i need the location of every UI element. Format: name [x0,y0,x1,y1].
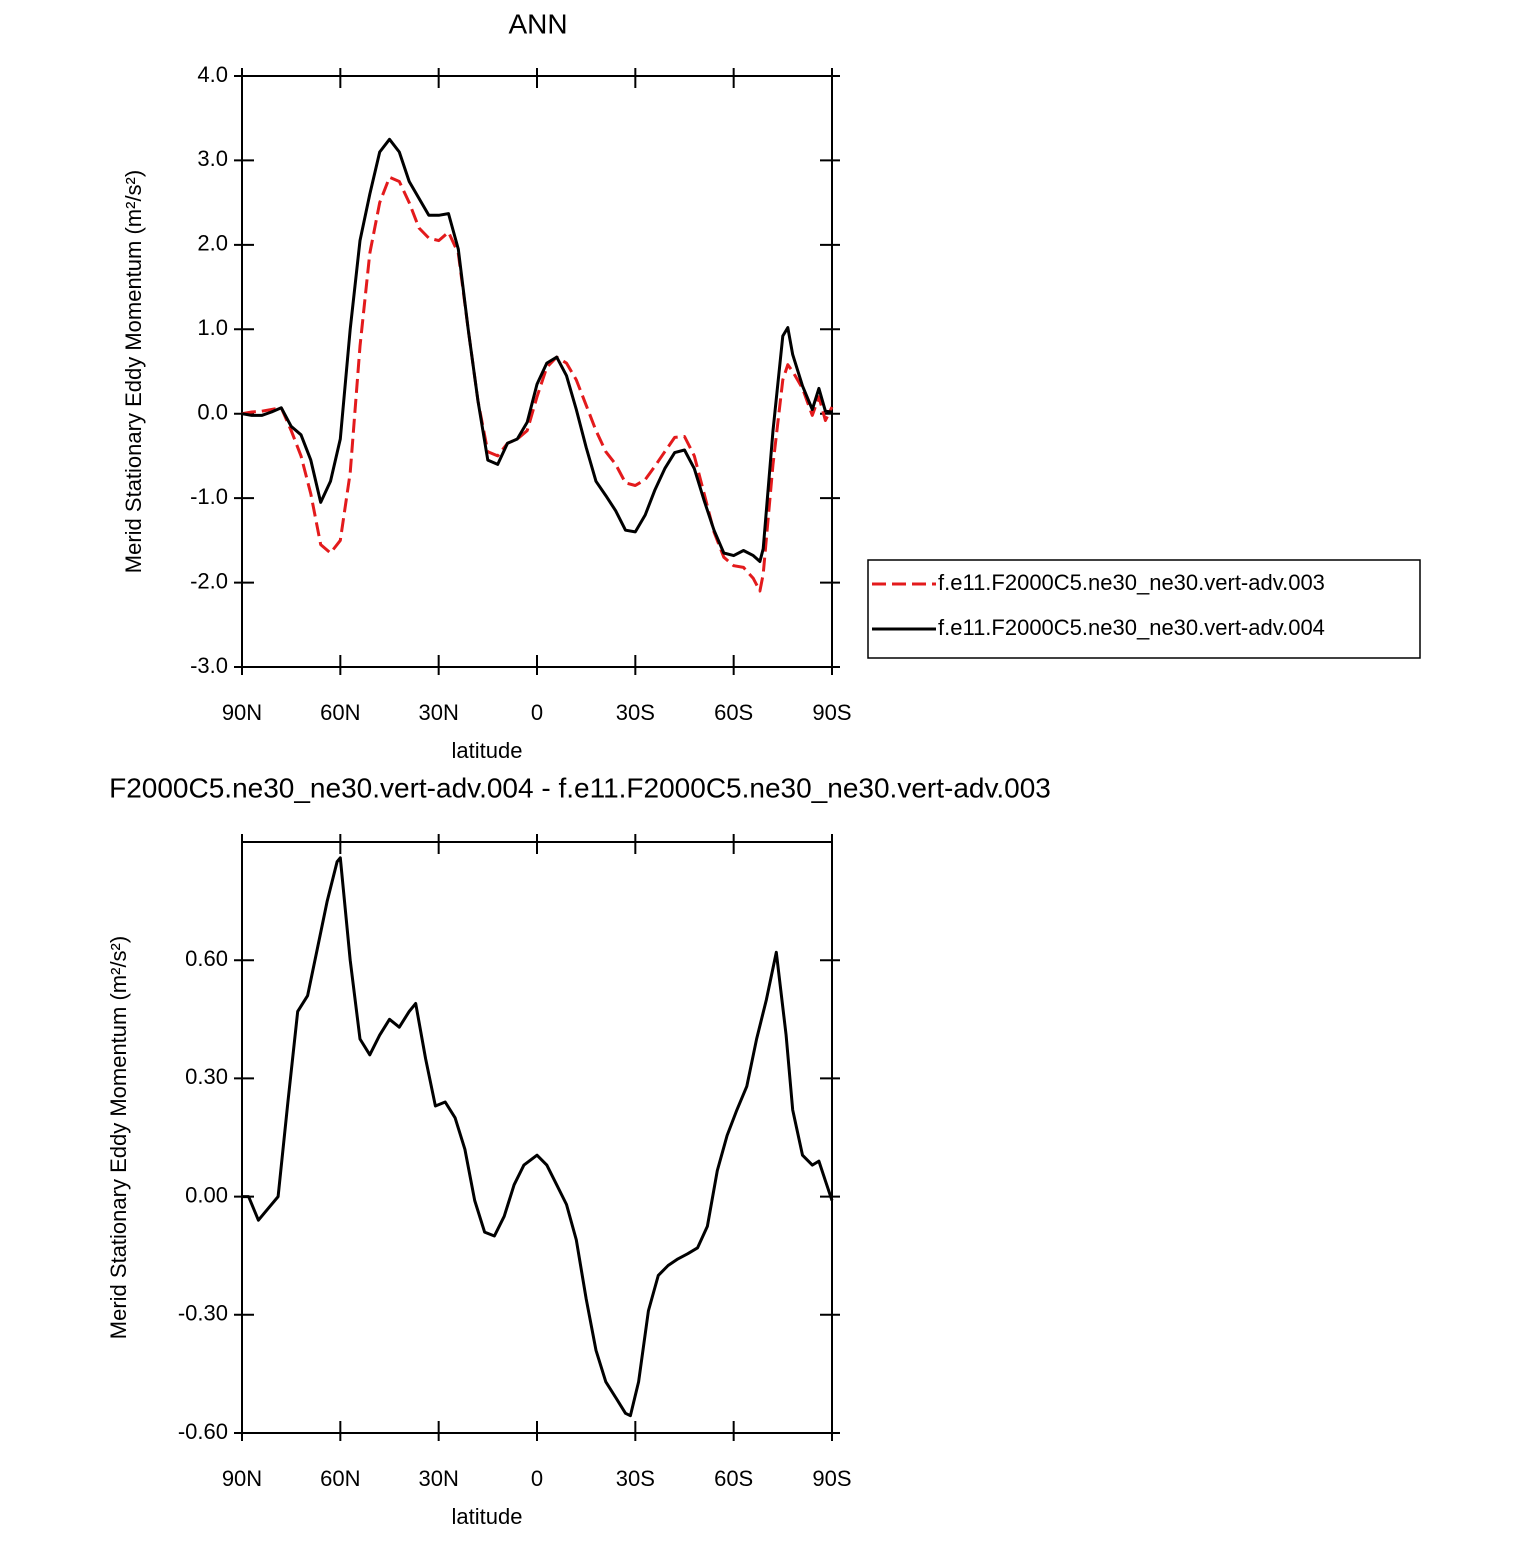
chart-title: ANN [508,8,567,39]
x-axis-label: latitude [452,1504,523,1529]
y-tick-label: 0.00 [185,1182,228,1207]
y-tick-label: -1.0 [190,484,228,509]
y-axis-label: Merid Stationary Eddy Momentum (m²/s²) [121,170,146,573]
plot-frame [241,75,833,668]
y-axis-label: Merid Stationary Eddy Momentum (m²/s²) [106,936,131,1339]
y-tick-label: 0.0 [197,400,228,425]
x-tick-label: 90N [222,1466,262,1491]
y-tick-label: 2.0 [197,231,228,256]
y-tick-label: 3.0 [197,146,228,171]
data-line [241,137,833,563]
x-tick-label: 90N [222,700,262,725]
y-tick-label: -2.0 [190,568,228,593]
legend-label: f.e11.F2000C5.ne30_ne30.vert-adv.004 [938,615,1325,640]
y-tick-label: 0.60 [185,946,228,971]
legend-label: f.e11.F2000C5.ne30_ne30.vert-adv.003 [938,570,1325,595]
y-tick-label: 4.0 [197,62,228,87]
x-tick-label: 90S [812,700,851,725]
y-tick-label: -0.60 [178,1419,228,1444]
y-tick-label: 0.30 [185,1064,228,1089]
x-axis-label: latitude [452,738,523,763]
y-tick-label: -0.30 [178,1301,228,1326]
x-tick-label: 30S [616,1466,655,1491]
plot-frame [241,841,833,1434]
y-tick-label: -3.0 [190,653,228,678]
x-tick-label: 60N [320,700,360,725]
legend-box [867,559,1421,659]
x-tick-label: 90S [812,1466,851,1491]
x-tick-label: 30S [616,700,655,725]
data-line [242,856,834,1418]
chart-title: F2000C5.ne30_ne30.vert-adv.004 - f.e11.F… [109,772,1051,803]
x-tick-label: 60S [714,700,753,725]
x-tick-label: 30N [418,1466,458,1491]
x-tick-label: 0 [531,1466,543,1491]
x-tick-label: 30N [418,700,458,725]
data-line [241,175,834,593]
x-tick-label: 0 [531,700,543,725]
x-tick-label: 60S [714,1466,753,1491]
x-tick-label: 60N [320,1466,360,1491]
y-tick-label: 1.0 [197,315,228,340]
